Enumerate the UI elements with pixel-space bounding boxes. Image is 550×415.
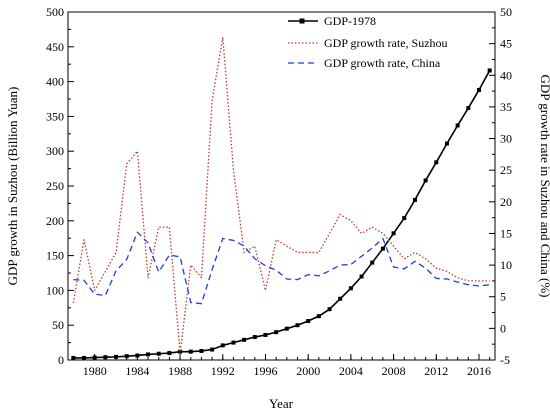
data-point-marker	[252, 335, 257, 340]
data-point-marker	[135, 353, 140, 358]
left-y-tick-label: 500	[46, 5, 64, 19]
left-y-tick-label: 350	[46, 109, 64, 123]
data-point-marker	[380, 246, 385, 251]
left-y-tick-label: 150	[46, 249, 64, 263]
data-point-marker	[455, 123, 460, 128]
data-point-marker	[487, 68, 492, 73]
data-point-marker	[370, 260, 375, 265]
data-point-marker	[167, 351, 172, 356]
left-y-tick-label: 250	[46, 179, 64, 193]
left-y-axis: 0 50 100 150 200 250 300 350 400 450 500	[46, 5, 74, 367]
right-y-tick-label: 45	[500, 37, 512, 51]
data-point-marker	[423, 178, 428, 183]
legend-label-china: GDP growth rate, China	[324, 56, 441, 70]
data-point-marker	[178, 349, 183, 354]
left-y-tick-label: 200	[46, 214, 64, 228]
data-point-marker	[231, 340, 236, 345]
data-point-marker	[71, 355, 76, 360]
x-tick-label: 1996	[253, 364, 277, 378]
x-tick-label: 1984	[125, 364, 149, 378]
x-tick-label: 2000	[296, 364, 320, 378]
data-point-marker	[92, 355, 97, 360]
series-layer	[71, 36, 492, 360]
x-tick-label: 2008	[382, 364, 406, 378]
data-point-marker	[359, 274, 364, 279]
data-point-marker	[242, 337, 247, 342]
data-point-marker	[114, 354, 119, 359]
legend-label-gdp: GDP-1978	[324, 14, 376, 28]
data-point-marker	[327, 307, 332, 312]
legend-item-gdp: GDP-1978	[288, 14, 376, 28]
data-point-marker	[434, 160, 439, 165]
right-y-tick-label: 0	[500, 321, 506, 335]
series-line-2	[73, 231, 490, 305]
right-y-tick-label: 35	[500, 100, 512, 114]
right-y-tick-label: 25	[500, 163, 512, 177]
data-point-marker	[338, 296, 343, 301]
left-y-tick-label: 300	[46, 144, 64, 158]
data-point-marker	[103, 355, 108, 360]
legend-item-suzhou: GDP growth rate, Suzhou	[288, 36, 448, 50]
series-line-0	[73, 70, 491, 359]
data-point-marker	[156, 351, 161, 356]
data-point-marker	[316, 314, 321, 319]
x-tick-label: 2004	[339, 364, 363, 378]
right-y-tick-label: 10	[500, 258, 512, 272]
data-point-marker	[284, 326, 289, 331]
legend-item-china: GDP growth rate, China	[288, 56, 441, 70]
left-y-tick-label: 400	[46, 75, 64, 89]
data-point-marker	[263, 332, 268, 337]
x-axis-title: Year	[269, 396, 294, 411]
right-y-tick-label: 40	[500, 68, 512, 82]
data-point-marker	[124, 354, 129, 359]
x-tick-label: 1980	[83, 364, 107, 378]
x-tick-label: 2012	[424, 364, 448, 378]
right-y-tick-label: 20	[500, 195, 512, 209]
left-y-tick-label: 100	[46, 283, 64, 297]
right-y-axis-title: GDP growth rate in Suzhou and China (%)	[538, 74, 550, 297]
right-y-tick-label: -5	[500, 353, 510, 367]
data-point-marker	[295, 323, 300, 328]
data-point-marker	[210, 347, 215, 352]
data-point-marker	[188, 349, 193, 354]
left-y-tick-label: 0	[58, 353, 64, 367]
data-point-marker	[402, 216, 407, 221]
legend-label-suzhou: GDP growth rate, Suzhou	[324, 36, 448, 50]
data-point-marker	[466, 106, 471, 111]
right-y-tick-label: 15	[500, 226, 512, 240]
data-point-marker	[146, 352, 151, 357]
data-point-marker	[444, 141, 449, 146]
left-y-axis-title: GDP growth in Suzhou (Billion Yuan)	[5, 87, 20, 286]
x-tick-label: 1992	[211, 364, 235, 378]
left-y-tick-label: 450	[46, 40, 64, 54]
data-point-marker	[306, 319, 311, 324]
legend: GDP-1978 GDP growth rate, Suzhou GDP gro…	[288, 14, 448, 70]
x-tick-label: 1988	[168, 364, 192, 378]
right-y-axis: -5 0 5 10 15 20 25 30 35 40 45 50	[489, 5, 512, 367]
x-tick-label: 2016	[467, 364, 491, 378]
right-y-tick-label: 50	[500, 5, 512, 19]
data-point-marker	[391, 231, 396, 236]
series-line-1	[72, 36, 490, 355]
data-point-marker	[220, 343, 225, 348]
data-point-marker	[199, 348, 204, 353]
data-point-marker	[348, 286, 353, 291]
data-point-marker	[82, 355, 87, 360]
x-axis: 1980 1984 1988 1992 1996 2000 2004 2008 2012 2016	[72, 354, 491, 378]
right-y-tick-label: 30	[500, 132, 512, 146]
data-point-marker	[476, 87, 481, 92]
left-y-tick-label: 50	[52, 318, 64, 332]
data-point-marker	[274, 330, 279, 335]
right-y-tick-label: 5	[500, 290, 506, 304]
data-point-marker	[412, 197, 417, 202]
